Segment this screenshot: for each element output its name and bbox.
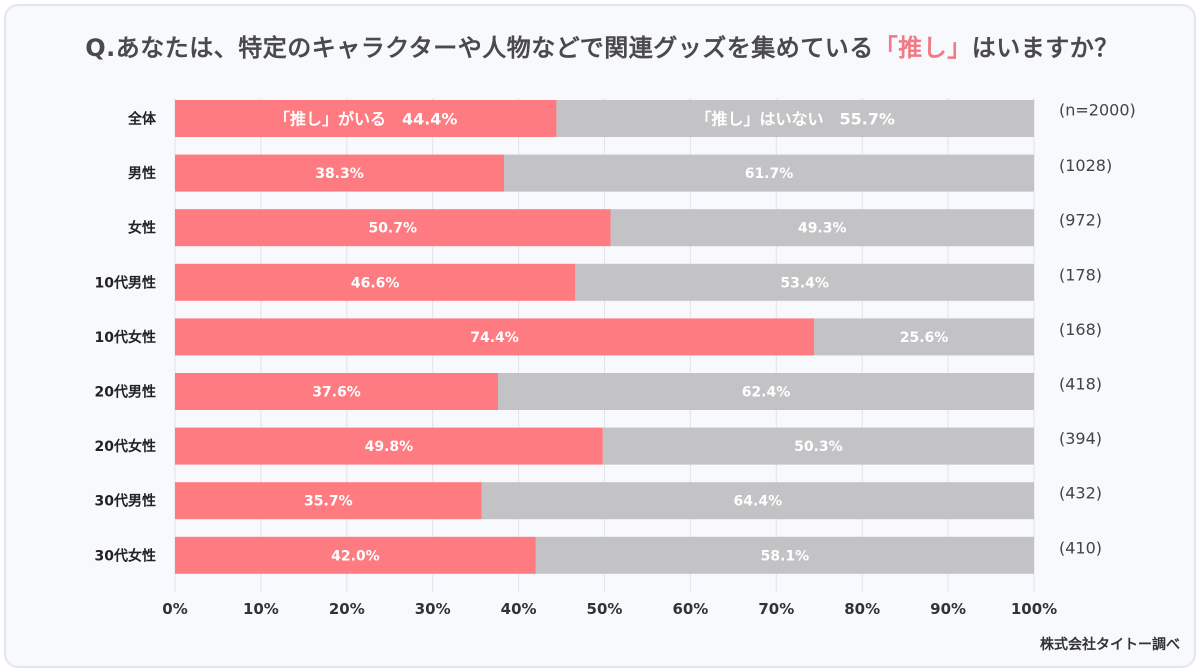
data-label-no-oshi: 58.1% <box>761 548 810 564</box>
bar-has-oshi <box>175 209 611 247</box>
bar-has-oshi <box>175 373 498 410</box>
x-tick-label: 30% <box>415 600 451 618</box>
sample-size-label: (168) <box>1059 320 1102 339</box>
bar-no-oshi <box>602 427 1034 465</box>
title-highlight: 「推し」 <box>873 34 972 62</box>
x-tick-label: 70% <box>758 600 794 618</box>
data-label-has-oshi: 50.7% <box>368 221 417 237</box>
category-label: 10代男性 <box>95 274 156 291</box>
sample-size-label: (178) <box>1059 265 1102 284</box>
sample-size-label: (1028) <box>1059 156 1112 175</box>
category-label: 全体 <box>127 111 157 128</box>
data-label-has-oshi: 42.0% <box>331 548 380 564</box>
data-label-no-oshi: 61.7% <box>745 166 794 182</box>
bar-has-oshi <box>175 427 603 465</box>
data-label-has-oshi: 74.4% <box>470 330 519 346</box>
x-tick-label: 80% <box>844 600 880 618</box>
data-label-no-oshi: 62.4% <box>742 385 791 401</box>
category-label: 男性 <box>128 165 156 182</box>
sample-size-label: (432) <box>1059 484 1102 503</box>
x-tick-label: 40% <box>501 600 537 618</box>
data-label-has-oshi: 46.6% <box>351 275 400 291</box>
data-label-no-oshi: 50.3% <box>794 439 843 455</box>
bar-has-oshi <box>175 100 557 137</box>
title-suffix: はいますか？ <box>971 34 1119 62</box>
sample-size-label: (394) <box>1059 429 1102 448</box>
bar-has-oshi <box>175 318 815 356</box>
category-label: 女性 <box>128 220 156 237</box>
category-label: 30代男性 <box>95 493 156 510</box>
bar-no-oshi <box>535 536 1034 574</box>
category-label: 10代女性 <box>95 329 156 346</box>
bar-no-oshi <box>503 154 1034 192</box>
data-label-no-oshi: 「推し」はいない 55.7% <box>695 110 895 129</box>
bar-has-oshi <box>175 536 536 574</box>
bar-has-oshi <box>175 154 504 192</box>
x-tick-label: 50% <box>587 600 623 618</box>
data-label-has-oshi: 37.6% <box>312 385 361 401</box>
bar-has-oshi <box>175 482 482 520</box>
category-label: 30代女性 <box>95 547 156 564</box>
bar-no-oshi <box>556 100 1034 137</box>
sample-size-label: (418) <box>1059 375 1102 394</box>
x-tick-label: 10% <box>243 600 279 618</box>
category-label: 20代女性 <box>95 438 156 455</box>
data-label-has-oshi: 38.3% <box>315 166 364 182</box>
x-tick-label: 0% <box>162 600 187 618</box>
bar-no-oshi <box>481 482 1035 520</box>
bar-has-oshi <box>175 263 576 301</box>
chart-frame: Q.あなたは、特定のキャラクターや人物などで関連グッズを集めている「推し」はいま… <box>4 4 1196 668</box>
source-note: 株式会社タイトー調べ <box>1040 637 1180 653</box>
sample-size-label: (410) <box>1059 538 1102 557</box>
x-tick-label: 90% <box>930 600 966 618</box>
bar-no-oshi <box>575 263 1034 301</box>
data-label-no-oshi: 25.6% <box>900 330 949 346</box>
bar-no-oshi <box>497 373 1034 410</box>
stacked-bar-chart: 0% 10% 20% 30% 40% 50% 60% 70% 80% 90% 100% 全体 「推し」が… <box>95 98 1136 618</box>
data-label-has-oshi: 35.7% <box>304 494 353 510</box>
bar-no-oshi <box>610 209 1034 247</box>
chart-title: Q.あなたは、特定のキャラクターや人物などで関連グッズを集めている「推し」はいま… <box>6 28 1194 63</box>
sample-size-label: (972) <box>1059 211 1102 230</box>
data-label-has-oshi: 「推し」がいる 44.4% <box>274 110 458 129</box>
x-tick-label: 100% <box>1011 600 1057 618</box>
bar-no-oshi <box>814 318 1034 356</box>
data-label-no-oshi: 53.4% <box>780 275 829 291</box>
data-label-has-oshi: 49.8% <box>365 439 414 455</box>
x-tick-label: 60% <box>672 600 708 618</box>
sample-size-label: (n=2000) <box>1059 101 1136 120</box>
category-label: 20代男性 <box>95 384 156 401</box>
title-prefix: Q.あなたは、特定のキャラクターや人物などで関連グッズを集めている <box>85 34 874 62</box>
data-label-no-oshi: 64.4% <box>734 494 783 510</box>
data-label-no-oshi: 49.3% <box>798 221 847 237</box>
x-tick-label: 20% <box>329 600 365 618</box>
